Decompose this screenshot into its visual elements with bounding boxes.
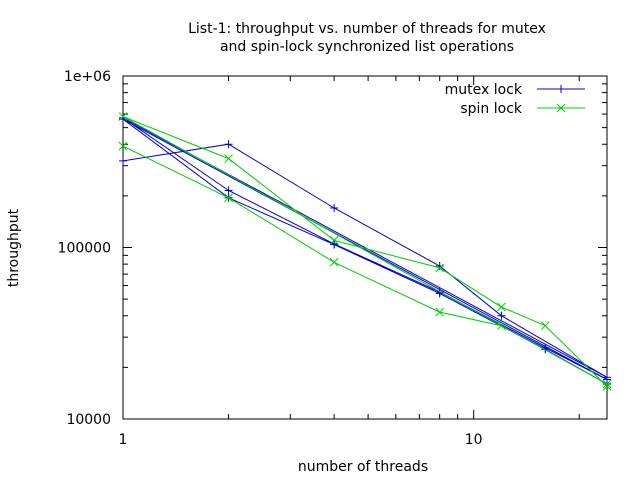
y-tick-label: 10000 [66,412,111,428]
mutex-lock-line [122,117,608,385]
mutex-lock-point [541,345,550,354]
spin-lock-point [435,263,445,273]
axes: 1 10 10000 100000 1e+06 [58,69,607,448]
y-tick-label: 1e+06 [64,69,111,85]
spin-lock-point [118,141,128,151]
y-axis-label: throughput [6,208,22,287]
spin-lock-point [224,193,233,203]
mutex-lock-point [497,311,506,320]
series-layer [118,112,612,391]
spin-lock-point [329,257,339,267]
spin-lock-point [497,302,506,312]
chart-title: List-1: throughput vs. number of threads… [188,21,546,55]
legend-label-mutex-lock: mutex lock [445,82,523,98]
spin-lock-point [602,382,612,391]
legend-label-spin-lock: spin lock [460,101,523,117]
x-tick-label: 10 [465,432,483,448]
spin-lock-line [122,116,608,387]
legend-marker-mutex-lock [557,85,565,93]
spin-lock-point [497,321,506,331]
mutex-lock-point [224,140,233,149]
series-spin-lock [118,112,612,391]
spin-lock-point [540,321,550,331]
mutex-lock-point [435,262,444,271]
spin-lock-point [224,154,233,163]
legend-marker-spin-lock [556,103,566,113]
mutex-lock-point [330,240,339,249]
spin-lock-point [602,379,612,389]
spin-lock-point [118,112,128,121]
mutex-lock-point [330,203,339,212]
legend: mutex lock spin lock [445,82,585,117]
mutex-lock-point [119,156,127,165]
y-tick-label: 100000 [58,241,111,257]
x-axis-label: number of threads [298,459,428,475]
mutex-lock-point [224,186,233,195]
series-mutex-lock [119,113,611,388]
chart-title-line-1: List-1: throughput vs. number of threads… [188,21,546,37]
x-tick-label: 1 [119,432,128,448]
chart-title-line-2: and spin-lock synchronized list operatio… [220,39,514,55]
spin-lock-point [329,236,339,245]
spin-lock-point [435,307,445,317]
